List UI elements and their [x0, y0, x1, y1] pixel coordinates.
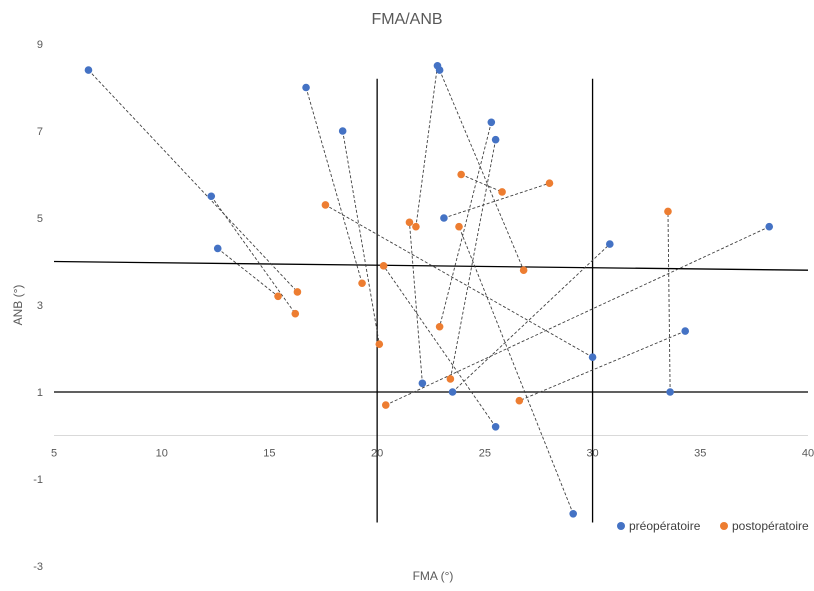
x-tick-labels: 5 10 15 20 25 30 35 40	[51, 448, 814, 460]
connector-line	[383, 265, 496, 428]
postop-point	[498, 188, 506, 196]
x-tick-label: 20	[371, 448, 383, 460]
postop-point	[457, 170, 465, 179]
preop-point	[418, 379, 427, 388]
postop-point	[412, 222, 420, 231]
connector-line	[385, 226, 770, 406]
connector-line	[342, 130, 380, 345]
connector-line	[409, 222, 423, 384]
x-tick-label: 10	[156, 448, 168, 460]
postop-point	[446, 375, 455, 383]
connector-line	[415, 65, 438, 227]
connector-line	[217, 248, 279, 297]
preop-point	[435, 66, 444, 74]
postop-point	[379, 262, 388, 270]
connector-line	[460, 174, 503, 193]
postop-point	[321, 201, 330, 209]
preop-point	[491, 135, 500, 144]
preop-point	[569, 510, 577, 518]
connector-line	[519, 330, 686, 402]
connector-line	[305, 87, 363, 284]
postop-point	[291, 309, 300, 318]
postop-point	[545, 179, 554, 187]
y-tick-label: 7	[37, 126, 43, 138]
x-tick-label: 35	[694, 448, 706, 460]
reference-lines	[53, 78, 809, 523]
connector-line	[210, 195, 296, 314]
connector-line	[439, 69, 525, 271]
y-tick-labels: 9 7 5 3 1 -1 -3	[33, 39, 43, 573]
postop-point	[358, 279, 366, 288]
x-tick-label: 30	[586, 448, 598, 460]
connector-line	[325, 204, 593, 358]
x-axis-title: FMA (°)	[413, 569, 454, 583]
chart-title: FMA/ANB	[371, 11, 442, 28]
preop-point	[338, 127, 347, 135]
preop-point	[765, 222, 774, 231]
connector-lines	[88, 65, 770, 514]
legend-label-postop: postopératoire	[732, 519, 809, 533]
postop-point	[375, 340, 384, 348]
x-tick-label: 5	[51, 448, 57, 460]
connector-line	[449, 139, 497, 380]
preop-point	[588, 353, 597, 362]
x-tick-label: 15	[263, 448, 275, 460]
postop-point	[405, 218, 414, 227]
legend-label-preop: préopératoire	[629, 519, 701, 533]
y-tick-label: -3	[33, 561, 43, 573]
preop-point	[606, 240, 614, 248]
preop-point	[681, 327, 690, 335]
postop-point	[435, 322, 444, 331]
preop-point	[84, 66, 93, 74]
postop-point	[519, 266, 528, 275]
x-tick-label: 25	[479, 448, 491, 460]
y-tick-label: 1	[37, 387, 43, 399]
postop-point	[664, 207, 672, 216]
connector-line	[667, 211, 671, 393]
x-tick-label: 40	[802, 448, 814, 460]
preop-point	[302, 83, 310, 92]
legend-marker-preop	[617, 522, 625, 530]
preop-point	[448, 388, 457, 396]
postop-point	[381, 401, 390, 409]
postop-point	[455, 222, 463, 231]
legend-marker-postop	[720, 522, 728, 530]
preop-point	[666, 388, 674, 396]
preop-point	[487, 118, 496, 127]
connector-line	[439, 122, 492, 327]
preop-point	[440, 214, 448, 222]
connector-line	[452, 243, 611, 393]
y-axis-title: ANB (°)	[11, 285, 25, 326]
y-tick-label: 9	[37, 39, 43, 51]
preop-point	[207, 192, 216, 201]
connector-line	[458, 226, 574, 514]
data-points	[84, 61, 774, 518]
preop-point	[491, 423, 500, 431]
connector-line	[88, 69, 298, 293]
postop-point	[515, 396, 524, 405]
preop-point	[213, 244, 222, 253]
y-tick-label: 3	[37, 300, 43, 312]
postop-point	[293, 288, 302, 296]
postop-point	[274, 292, 282, 301]
legend: préopératoire postopératoire	[617, 519, 809, 533]
reference-line-1	[53, 260, 809, 271]
connector-line	[443, 182, 550, 219]
y-tick-label: -1	[33, 474, 43, 486]
y-tick-label: 5	[37, 213, 43, 225]
